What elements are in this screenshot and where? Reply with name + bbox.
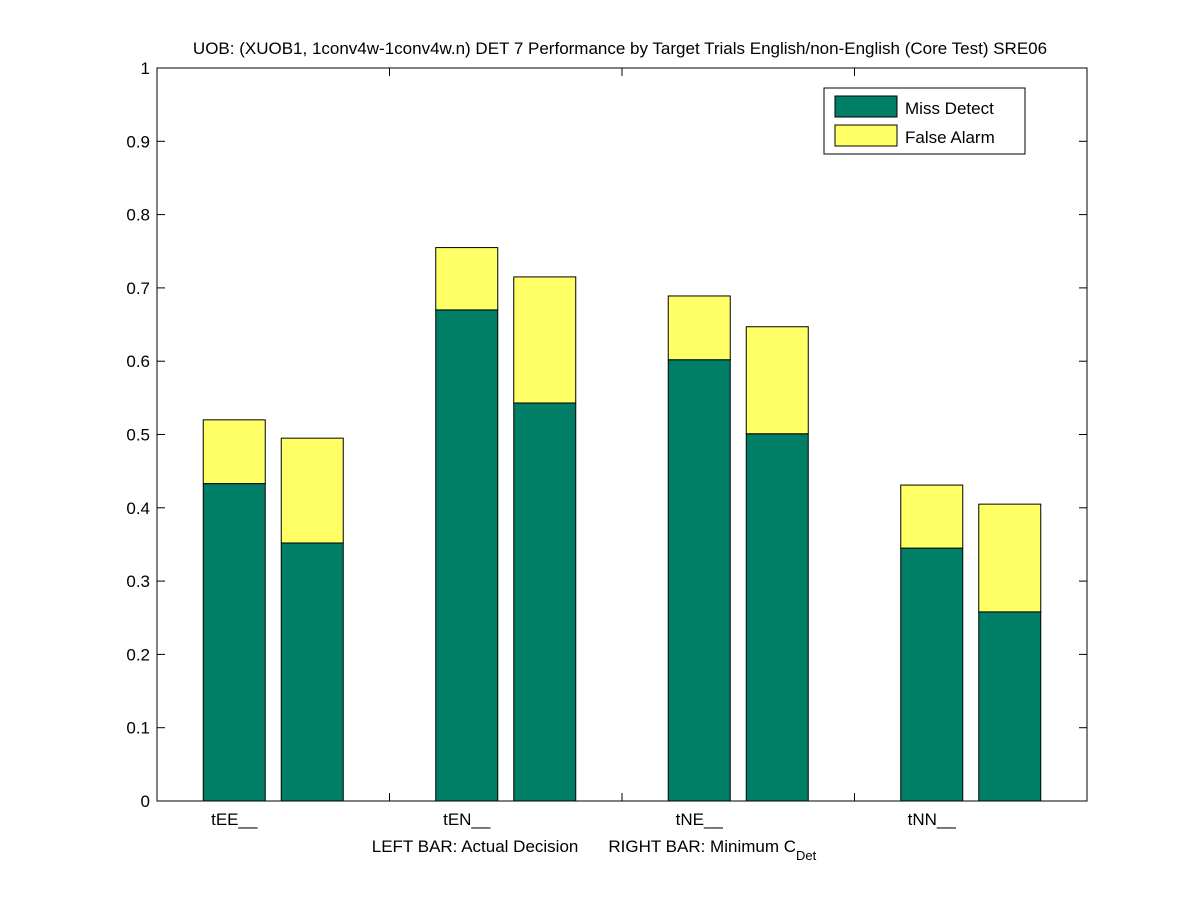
bar-tne-actual-false-alarm: [667, 295, 731, 361]
y-tick-label: 0: [141, 792, 150, 811]
x-axis-label: LEFT BAR: Actual Decision RIGHT BAR: Mini…: [372, 837, 817, 863]
legend-label-false-alarm: False Alarm: [905, 128, 995, 147]
x-tick-label: tNN__: [908, 810, 957, 829]
legend-swatch-miss-detect: [834, 95, 898, 118]
bar-tee-min-false-alarm: [280, 437, 344, 544]
y-tick-label: 0.8: [126, 206, 150, 225]
x-tick-label: tEE__: [211, 810, 258, 829]
bar-tee-min-miss-detect: [280, 542, 344, 802]
legend-swatch-false-alarm: [834, 124, 898, 147]
y-tick-label: 0.7: [126, 279, 150, 298]
x-tick-label: tEN__: [443, 810, 491, 829]
bar-tnn-actual-false-alarm: [900, 484, 964, 549]
x-tick-label: tNE__: [676, 810, 724, 829]
y-tick-label: 0.4: [126, 499, 150, 518]
x-axis-label-right: RIGHT BAR: Minimum C: [608, 837, 796, 856]
y-tick-label: 0.9: [126, 132, 150, 151]
bar-tee-actual-miss-detect: [202, 483, 266, 802]
y-tick-label: 0.5: [126, 426, 150, 445]
x-axis-label-left: LEFT BAR: Actual Decision: [372, 837, 579, 856]
y-tick-label: 0.3: [126, 572, 150, 591]
bar-ten-min-miss-detect: [513, 402, 577, 802]
bar-tne-actual-miss-detect: [667, 359, 731, 802]
bar-ten-min-false-alarm: [513, 276, 577, 404]
y-tick-label: 0.2: [126, 645, 150, 664]
bar-tnn-min-miss-detect: [978, 611, 1042, 802]
bar-ten-actual-miss-detect: [435, 309, 499, 802]
bar-tne-min-false-alarm: [745, 326, 809, 435]
bar-tnn-actual-miss-detect: [900, 547, 964, 802]
axis-ticks: 0 0.1 0.2 0.3 0.4 0.5 0.6 0.7 0.8 0.9 1 tEE__ tEN__ t…: [126, 59, 1087, 829]
x-axis-label-subscript: Det: [796, 848, 817, 863]
y-tick-label: 0.1: [126, 719, 150, 738]
bars-group: [202, 247, 1042, 802]
bar-ten-actual-false-alarm: [435, 247, 499, 311]
y-tick-label: 1: [141, 59, 150, 78]
legend-label-miss-detect: Miss Detect: [905, 99, 994, 118]
chart-title: UOB: (XUOB1, 1conv4w-1conv4w.n) DET 7 Pe…: [193, 39, 1047, 58]
y-tick-label: 0.6: [126, 352, 150, 371]
legend: Miss Detect False Alarm: [823, 87, 1026, 155]
bar-tnn-min-false-alarm: [978, 503, 1042, 613]
plot-frame: [156, 67, 1088, 802]
bar-tne-min-miss-detect: [745, 433, 809, 802]
bar-tee-actual-false-alarm: [202, 419, 266, 485]
